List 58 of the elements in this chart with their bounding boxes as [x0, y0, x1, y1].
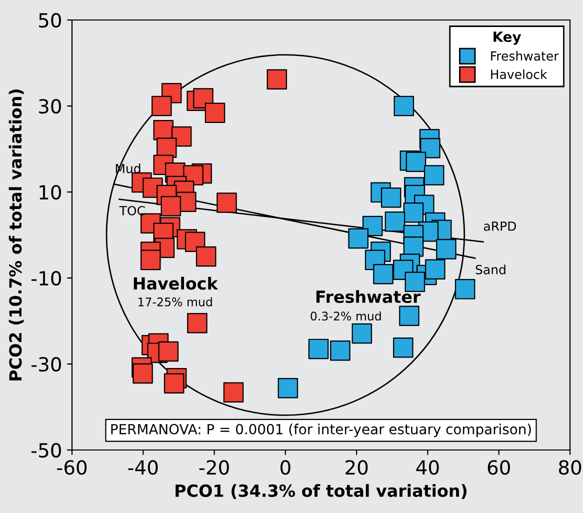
point	[223, 382, 244, 403]
annotation: TOC	[119, 206, 145, 216]
point	[420, 138, 440, 158]
point	[406, 152, 426, 172]
point	[425, 259, 446, 280]
point	[403, 202, 424, 223]
point	[204, 102, 226, 124]
point	[216, 192, 237, 213]
y-tick-label: -10	[31, 270, 61, 286]
point	[373, 264, 394, 284]
legend-label: Havelock	[491, 69, 548, 80]
point	[393, 338, 414, 358]
annotation: Havelock	[134, 276, 218, 290]
annotation: 17-25% mud	[138, 297, 212, 306]
point	[436, 239, 456, 260]
x-tick-label: 80	[558, 460, 582, 475]
annotation: Freshwater	[316, 290, 421, 304]
point	[394, 96, 414, 116]
legend-title: Key	[494, 32, 522, 45]
point	[196, 246, 216, 267]
point	[399, 306, 420, 326]
x-tick-label: 0	[280, 460, 290, 475]
point	[384, 212, 406, 232]
point	[266, 69, 288, 90]
point	[308, 338, 329, 360]
point	[380, 187, 402, 208]
y-tick-label: 10	[40, 184, 61, 200]
point	[278, 378, 298, 398]
point	[164, 373, 184, 394]
point	[424, 165, 444, 186]
x-tick-label: -40	[128, 460, 158, 475]
y-axis-title: PCO2 (10.7% of total variation)	[8, 90, 24, 380]
x-tick-label: 60	[488, 460, 510, 475]
point	[352, 323, 372, 344]
x-axis-title: PCO1 (34.3% of total variation)	[176, 484, 466, 499]
point	[454, 279, 476, 300]
annotation: 0.3-2% mud	[310, 311, 381, 321]
point	[152, 96, 172, 116]
point	[160, 196, 182, 216]
y-tick-label: 30	[39, 98, 61, 114]
point	[158, 341, 179, 362]
point	[330, 340, 350, 361]
y-tick-label: -30	[31, 356, 61, 372]
annotation: aRPD	[484, 222, 516, 231]
x-tick-label: 20	[346, 460, 368, 475]
y-tick-label: -50	[31, 442, 61, 458]
point	[404, 272, 426, 292]
x-tick-label: -20	[199, 460, 229, 475]
point	[348, 228, 368, 249]
annotation: PERMANOVA: P = 0.0001 (for inter-year estuary comparison)	[111, 424, 531, 438]
point	[132, 363, 153, 384]
annotation: Sand	[476, 264, 506, 274]
y-tick-label: 50	[39, 12, 61, 28]
x-tick-label: -60	[57, 460, 87, 475]
legend-label: Freshwater	[491, 51, 559, 61]
point	[187, 313, 208, 334]
point	[140, 250, 161, 270]
x-tick-label: 40	[416, 460, 439, 475]
